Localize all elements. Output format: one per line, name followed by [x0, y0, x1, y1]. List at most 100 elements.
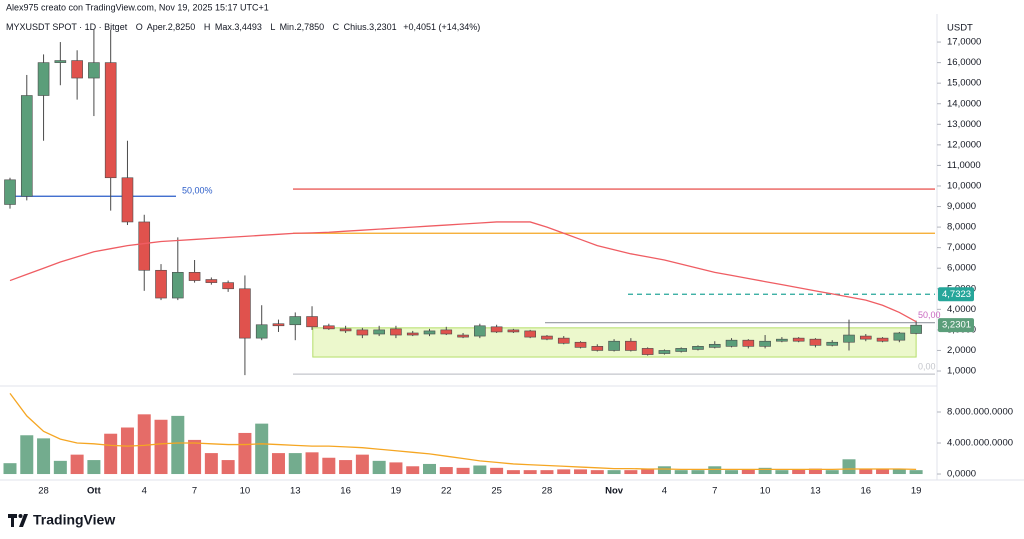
ohlc-label: L [270, 22, 275, 32]
x-tick-label: 25 [491, 486, 502, 497]
volume-bar [137, 414, 151, 475]
volume-bar [909, 470, 923, 475]
currency-label: USDT [947, 23, 973, 34]
candle-body [138, 221, 151, 271]
ohlc-value: Aper.2,8250 [147, 22, 196, 32]
logo: TradingView [8, 512, 115, 528]
candle-body [574, 341, 587, 348]
x-tick-label: 19 [391, 486, 402, 497]
candle-body [272, 323, 285, 327]
attribution: Alex975 creato con TradingView.com, Nov … [6, 2, 269, 12]
candle-body [255, 324, 268, 339]
candle-body [910, 324, 922, 334]
volume-bar [171, 415, 185, 475]
y-tick-label: 12,0000 [947, 139, 981, 150]
volume-bar [456, 467, 470, 475]
y-tick-label: 8,0000 [947, 222, 976, 233]
volume-bar [859, 469, 873, 475]
volume-bar [70, 454, 84, 475]
volume-bar [775, 470, 789, 475]
candle-body [625, 340, 637, 351]
volume-bar [154, 419, 168, 475]
volume-bar [574, 469, 588, 475]
candle-body [20, 95, 33, 197]
y-tick-label: 15,0000 [947, 78, 981, 89]
volume-bar [808, 468, 822, 475]
level-price-box [938, 287, 974, 302]
y-tick-label: 13,0000 [947, 119, 981, 130]
last-price-label: 3,2301 [942, 320, 971, 331]
y-tick-label: 9,0000 [947, 201, 976, 212]
candle-body [440, 329, 453, 335]
volume-bar [238, 432, 252, 475]
candle-body [188, 272, 201, 281]
candle-body [859, 335, 872, 340]
volume-bar [204, 453, 218, 475]
volume-bar [3, 463, 17, 475]
volume-bar [53, 460, 67, 475]
candle-body [406, 332, 419, 336]
volume-bar [439, 467, 453, 475]
candle-body [474, 325, 486, 337]
candle-body [457, 334, 469, 338]
candle-body [71, 60, 83, 79]
candle-body [4, 179, 16, 205]
candle-body [708, 343, 721, 348]
candle-body [390, 328, 402, 336]
candle-body [155, 269, 167, 299]
candle-body [557, 337, 570, 344]
legend-header: MYXUSDT SPOT · 1D · Bitget O Aper.2,8250… [6, 22, 480, 32]
volume-bar [825, 470, 839, 475]
volume-bar [188, 439, 202, 475]
volume-bar [674, 470, 688, 475]
logo-dot [18, 514, 23, 518]
volume-bar [523, 470, 537, 475]
ohlc-label: C [333, 22, 340, 32]
last-price-box [938, 318, 974, 333]
volume-bar [876, 469, 890, 475]
volume-bar [607, 470, 621, 475]
y-tick-label: 16,0000 [947, 57, 981, 68]
candle-body [591, 346, 604, 351]
logo-icon [8, 514, 28, 527]
ohlc-label: H [204, 22, 211, 32]
volume-bar [288, 453, 302, 475]
candle-body [37, 62, 50, 96]
symbol: MYXUSDT SPOT · 1D · Bitget [6, 22, 128, 32]
x-tick-label: 16 [860, 486, 871, 497]
y-tick-label: 1,0000 [947, 366, 976, 377]
x-tick-label: 4 [142, 486, 147, 497]
volume-tick-label: 4.000.000.0000 [947, 438, 1013, 449]
volume-bar [37, 438, 51, 475]
x-tick-label: 10 [240, 486, 251, 497]
volume-bar [641, 469, 655, 475]
volume-bar [741, 469, 755, 475]
candle-body [507, 329, 520, 333]
candle-body [323, 325, 335, 330]
candle-body [490, 326, 503, 333]
x-tick-label: 22 [441, 486, 452, 497]
x-tick-label: 19 [911, 486, 922, 497]
candle-body [88, 62, 100, 79]
candle-body [826, 341, 839, 346]
volume-bar [842, 459, 856, 475]
volume-bar [708, 466, 722, 475]
volume-bar [490, 467, 504, 475]
candle-body [289, 316, 302, 326]
volume-bar [557, 469, 571, 475]
candle-body [776, 338, 788, 342]
candle-body [641, 348, 654, 355]
volume-bar [372, 460, 386, 475]
candle-body [742, 339, 755, 347]
level-price-label: 4,7323 [942, 289, 971, 300]
x-tick-label: 4 [662, 486, 667, 497]
logo-text: TradingView [33, 512, 115, 528]
ohlc-change: +0,4051 (+14,34%) [403, 22, 480, 32]
x-tick-label: 16 [340, 486, 351, 497]
candle-body [658, 350, 671, 354]
volume-bar [355, 454, 369, 475]
volume-bar [87, 460, 101, 475]
volume-bar [406, 466, 420, 475]
volume-tick-label: 8.000.000.0000 [947, 407, 1013, 418]
